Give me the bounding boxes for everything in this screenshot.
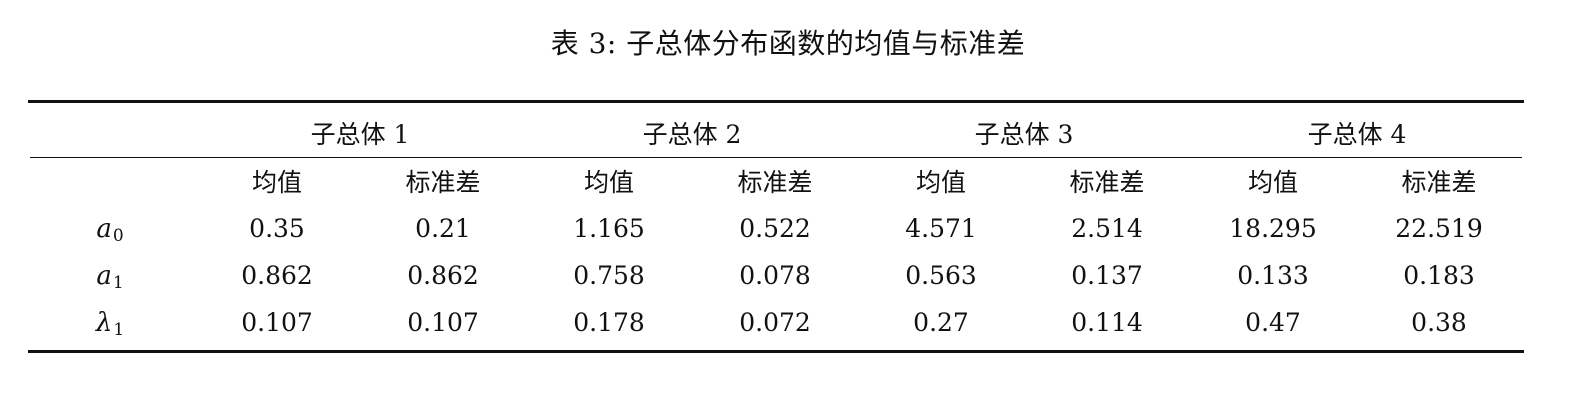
table-cell: 0.183 <box>1403 261 1475 290</box>
table-cell: 18.295 <box>1229 214 1317 243</box>
subheader-std-2: 标准差 <box>737 168 813 197</box>
subheader-mean-1: 均值 <box>251 168 303 197</box>
table-header-rule <box>30 157 1522 158</box>
row-label-a0: a0 <box>96 214 123 251</box>
row-subscript: 0 <box>112 226 124 246</box>
row-symbol: a <box>96 261 112 291</box>
table-cell: 1.165 <box>573 214 645 243</box>
table-cell: 0.35 <box>249 214 305 243</box>
table-cell: 0.758 <box>573 261 645 290</box>
table-cell: 4.571 <box>905 214 977 243</box>
group-header-2: 子总体 2 <box>642 120 742 149</box>
table-cell: 0.27 <box>913 308 969 337</box>
table-cell: 0.072 <box>739 308 811 337</box>
row-label-a1: a1 <box>96 261 123 298</box>
table-bottom-rule <box>28 350 1524 353</box>
group-header-1: 子总体 1 <box>310 120 410 149</box>
table-cell: 0.47 <box>1245 308 1301 337</box>
table-cell: 0.133 <box>1237 261 1309 290</box>
table-cell: 0.21 <box>415 214 471 243</box>
table-cell: 0.078 <box>739 261 811 290</box>
table-cell: 0.137 <box>1071 261 1143 290</box>
table-cell: 0.107 <box>407 308 479 337</box>
subheader-std-1: 标准差 <box>405 168 481 197</box>
table-top-rule <box>28 100 1524 103</box>
row-symbol: a <box>96 214 112 244</box>
subheader-mean-2: 均值 <box>583 168 635 197</box>
subheader-std-3: 标准差 <box>1069 168 1145 197</box>
table-cell: 0.563 <box>905 261 977 290</box>
subheader-std-4: 标准差 <box>1401 168 1477 197</box>
table-cell: 0.862 <box>241 261 313 290</box>
table-cell: 2.514 <box>1071 214 1143 243</box>
subheader-mean-3: 均值 <box>915 168 967 197</box>
row-subscript: 1 <box>113 320 125 340</box>
subheader-mean-4: 均值 <box>1247 168 1299 197</box>
table-cell: 0.107 <box>241 308 313 337</box>
row-label-lambda1: λ1 <box>96 308 124 345</box>
table-cell: 0.862 <box>407 261 479 290</box>
group-header-3: 子总体 3 <box>974 120 1074 149</box>
table-cell: 0.522 <box>739 214 811 243</box>
table-caption: 表 3: 子总体分布函数的均值与标准差 <box>550 27 1026 60</box>
row-symbol: λ <box>95 308 113 338</box>
table-cell: 0.178 <box>573 308 645 337</box>
row-subscript: 1 <box>112 273 124 293</box>
group-header-4: 子总体 4 <box>1307 120 1407 149</box>
table-cell: 0.114 <box>1071 308 1143 337</box>
table-cell: 22.519 <box>1395 214 1483 243</box>
table-cell: 0.38 <box>1411 308 1467 337</box>
